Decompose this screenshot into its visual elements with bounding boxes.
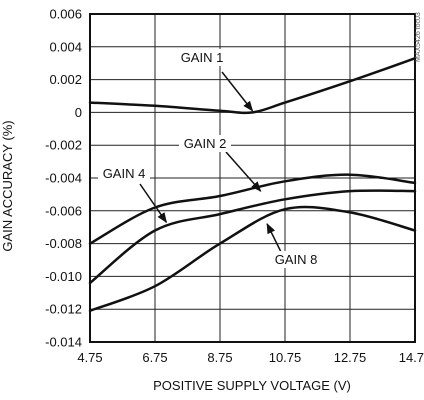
y-tick-label: -0.014 [45,335,82,350]
gain-4-label: GAIN 4 [103,166,146,181]
gain-2-arrow [225,151,262,192]
gain-2-label: GAIN 2 [184,136,227,151]
gain-4-arrow [139,183,167,224]
y-tick-label: 0 [75,105,82,120]
y-tick-label: 0.006 [49,7,82,22]
x-tick-label: 4.75 [77,350,102,365]
y-tick-labels: 0.006 0.004 0.002 0 -0.002 -0.004 -0.006 -0.008… [45,7,82,350]
x-axis-title: POSITIVE SUPPLY VOLTAGE (V) [153,378,351,393]
x-tick-label: 12.75 [334,350,367,365]
y-axis-title: GAIN ACCURACY (%) [0,120,15,251]
y-tick-label: -0.004 [45,171,82,186]
gain-2-label-bg [179,135,231,152]
x-tick-label: 14.75 [399,350,424,365]
gain-2-curve [88,173,417,245]
y-tick-label: -0.010 [45,269,82,284]
gain-8-arrow [266,222,283,255]
chart-curves [88,57,417,313]
gain-8-curve [88,205,417,313]
gain-4-curve [88,189,417,285]
x-tick-label: 10.75 [269,350,302,365]
gain-8-label: GAIN 8 [275,252,318,267]
y-tick-label: -0.012 [45,302,82,317]
gain-1-label-bg [176,49,228,66]
plot-frame [89,13,416,343]
gain-1-arrow [221,71,254,112]
gain-1-curve [88,57,417,115]
y-tick-label: 0.004 [49,39,82,54]
y-tick-label: -0.002 [45,138,82,153]
y-tick-label: 0.002 [49,72,82,87]
gain-1-label: GAIN 1 [181,50,224,65]
series-annotations: GAIN 1 GAIN 2 GAIN 4 GAIN 8 [98,49,322,268]
x-tick-label: 6.75 [142,350,167,365]
figure-watermark: MAX5426 toc03 [415,12,422,62]
gain-8-label-bg [270,251,322,268]
x-tick-label: 8.75 [207,350,232,365]
y-tick-label: -0.006 [45,203,82,218]
gain-4-label-bg [98,165,150,182]
y-tick-label: -0.008 [45,236,82,251]
x-tick-labels: 4.75 6.75 8.75 10.75 12.75 14.75 [77,350,424,365]
